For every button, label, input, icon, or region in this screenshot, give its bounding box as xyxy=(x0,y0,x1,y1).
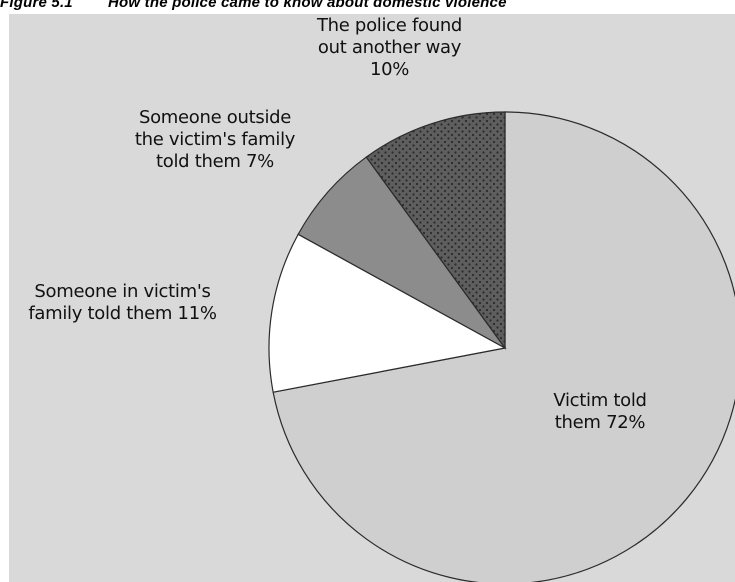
slice-label-victim-told: Victim told them 72% xyxy=(553,390,647,433)
pie-slice-victim-told xyxy=(272,111,735,582)
slice-label-police-found-out: The police found out another way 10% xyxy=(316,15,463,80)
pie-slice-police-found-out xyxy=(365,111,506,350)
figure-title: Figure 5.1 How the police came to know ab… xyxy=(0,0,735,12)
slice-label-family-told: Someone in victim's family told them 11% xyxy=(28,281,217,324)
chart-panel: Victim told them 72% Someone in victim's… xyxy=(9,14,735,582)
pie-slice-outside-family-told xyxy=(297,156,506,349)
pie-chart xyxy=(268,111,735,582)
slice-label-outside-family-told: Someone outside the victim's family told… xyxy=(134,107,296,172)
figure-title-text: How the police came to know about domest… xyxy=(108,0,507,11)
figure-number: Figure 5.1 xyxy=(0,0,73,11)
pie-slice-family-told xyxy=(268,233,507,393)
